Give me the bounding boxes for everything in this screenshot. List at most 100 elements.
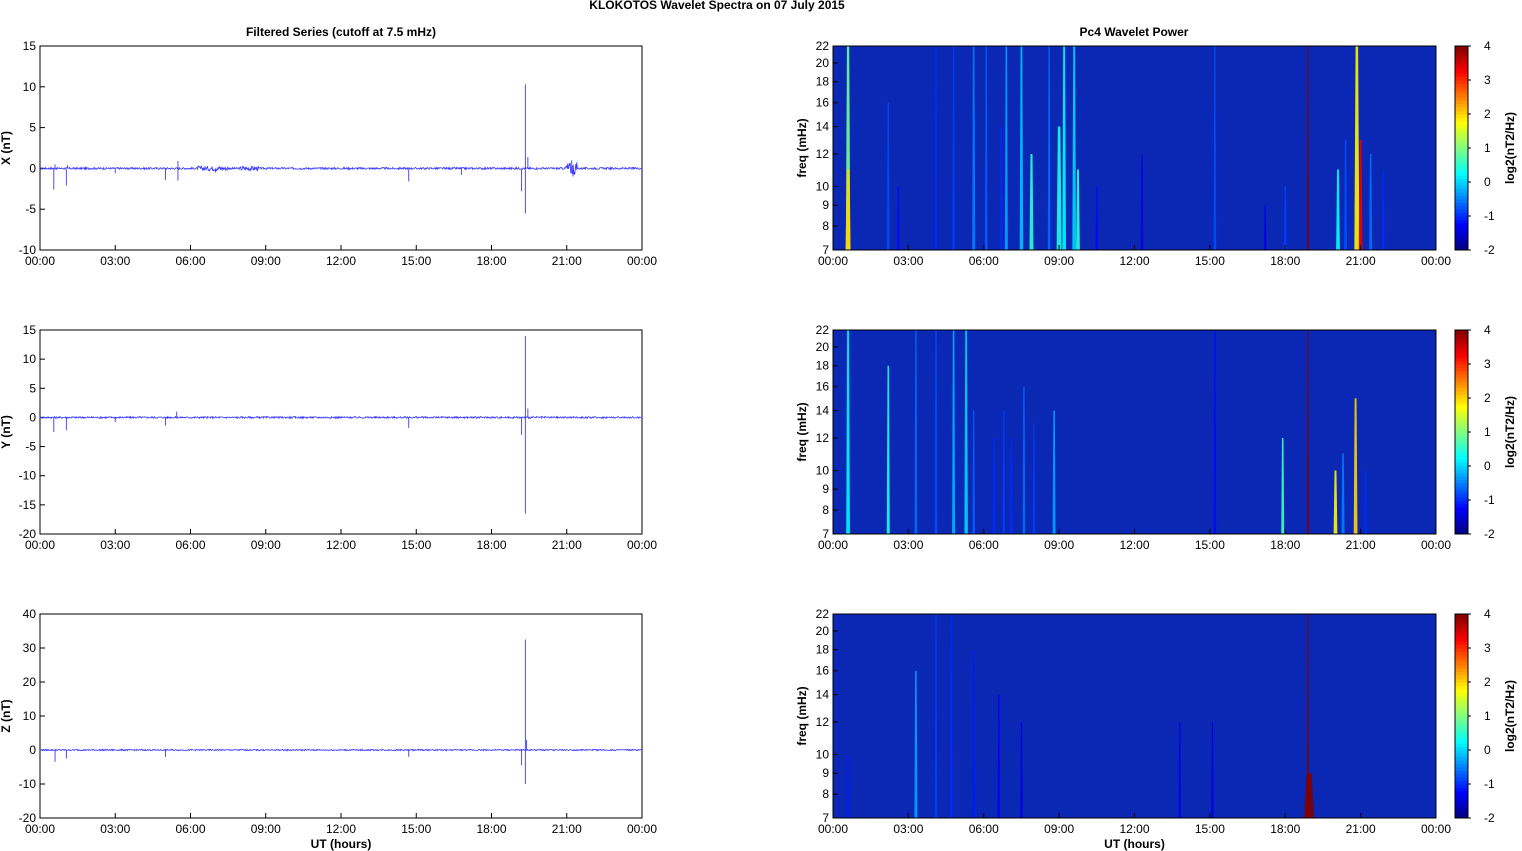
series-x-xtick-label: 21:00 — [552, 254, 582, 268]
series-x-ytick-label: -5 — [25, 202, 36, 216]
spectrum-x-colorbar-tick-label: 2 — [1484, 107, 1491, 121]
spectrum-z-colorbar-segment — [1455, 692, 1468, 697]
spectrum-z-colorbar-segment — [1455, 682, 1468, 686]
series-x-ylabel: X (nT) — [0, 131, 13, 165]
spectrum-x-colorbar-segment — [1455, 226, 1468, 231]
series-y-xtick-label: 03:00 — [100, 538, 130, 552]
spectrum-y-colorbar-segment — [1455, 503, 1468, 508]
spectrum-z-ylabel: freq (mHz) — [795, 686, 809, 745]
spectrum-y-colorbar-segment — [1455, 520, 1468, 525]
spectrum-x-streak — [845, 169, 851, 250]
spectrum-y-colorbar-segment — [1455, 432, 1468, 436]
spectrum-z-ytick-label: 18 — [816, 643, 830, 657]
spectrum-x-colorbar-tick-label: -2 — [1484, 243, 1495, 257]
spectrum-x-ylabel: freq (mHz) — [795, 118, 809, 177]
spectrum-x-colorbar-segment — [1455, 144, 1468, 149]
spectrum-x-colorbar-segment — [1455, 236, 1468, 241]
spectrum-z-colorbar-segment — [1455, 634, 1468, 639]
spectrum-y-colorbar-segment — [1455, 374, 1468, 379]
spectrum-x-streak — [1004, 46, 1008, 250]
spectrum-y-streak — [1022, 386, 1026, 534]
spectrum-y-xtick-label: 06:00 — [969, 538, 999, 552]
spectrum-z-ytick-label: 20 — [816, 624, 830, 638]
spectrum-y-colorbar-segment — [1455, 435, 1468, 440]
spectrum-z-colorbar-tick-label: 2 — [1484, 675, 1491, 689]
spectrum-z-colorbar-tick-label: -2 — [1484, 811, 1495, 825]
spectrum-y-colorbar-tick-label: 2 — [1484, 391, 1491, 405]
spectrum-y-colorbar-segment — [1455, 357, 1468, 362]
series-z-xtick-label: 00:00 — [627, 822, 657, 836]
spectrum-z-colorbar-segment — [1455, 654, 1468, 659]
spectrum-z-colorbar-segment — [1455, 770, 1468, 775]
spectrum-z-ytick-label: 16 — [816, 664, 830, 678]
spectrum-x-ytick-label: 18 — [816, 75, 830, 89]
spectrum-z-ytick-label: 7 — [822, 811, 829, 825]
spectrum-y-colorbar-segment — [1455, 384, 1468, 389]
spectrum-x-colorbar-segment — [1455, 205, 1468, 210]
spectrum-y-colorbar-segment — [1455, 377, 1468, 382]
spectrum-z-colorbar-label: log2(nT2/Hz) — [1503, 680, 1517, 752]
series-x-trace — [39, 162, 643, 175]
spectrum-y-colorbar-segment — [1455, 455, 1468, 460]
spectrum-z-colorbar-segment — [1455, 767, 1468, 771]
spectrum-x-streak — [1354, 46, 1360, 250]
spectrum-z-colorbar-segment — [1455, 722, 1468, 727]
spectrum-x-streak — [1056, 126, 1062, 250]
spectrum-z-colorbar-segment — [1455, 750, 1468, 754]
spectrum-y-xtick-label: 12:00 — [1119, 538, 1149, 552]
spectrum-x-colorbar-segment — [1455, 83, 1468, 88]
spectrum-y-colorbar-segment — [1455, 364, 1468, 368]
series-y-ytick-label: -10 — [19, 469, 37, 483]
spectrum-y-colorbar-segment — [1455, 330, 1468, 334]
spectrum-y-streak — [972, 410, 975, 534]
spectrum-y-colorbar-segment — [1455, 500, 1468, 504]
spectrum-x-colorbar-segment — [1455, 93, 1468, 98]
spectrum-z-colorbar-segment — [1455, 709, 1468, 714]
spectrum-y-streak — [1281, 437, 1285, 534]
series-x-xtick-label: 15:00 — [401, 254, 431, 268]
spectrum-z-ytick-label: 12 — [816, 715, 830, 729]
series-z-ytick-label: 20 — [23, 675, 37, 689]
spectrum-y-ytick-label: 9 — [822, 482, 829, 496]
spectrum-z-colorbar-segment — [1455, 804, 1468, 809]
spectrum-z-colorbar-segment — [1455, 678, 1468, 683]
spectrum-x-colorbar-segment — [1455, 158, 1468, 163]
spectrum-y-streak — [1306, 330, 1309, 534]
spectrum-x-colorbar-segment — [1455, 171, 1468, 176]
series-y-xtick-label: 09:00 — [251, 538, 281, 552]
spectrum-z-colorbar-segment — [1455, 637, 1468, 642]
spectrum-y-ytick-label: 10 — [816, 463, 830, 477]
spectrum-x-xtick-label: 06:00 — [969, 254, 999, 268]
spectrum-y-colorbar-segment — [1455, 476, 1468, 481]
spectrum-x-colorbar-segment — [1455, 151, 1468, 156]
spectrum-y-ytick-label: 18 — [816, 359, 830, 373]
spectrum-x-colorbar-segment — [1455, 52, 1468, 57]
spectrum-z-colorbar-segment — [1455, 699, 1468, 703]
series-x-plot-area — [39, 45, 643, 251]
spectrum-z-streak — [1304, 773, 1315, 818]
spectrum-z-colorbar-segment — [1455, 651, 1468, 656]
series-z-trace — [39, 748, 643, 752]
spectrum-x-streak — [1047, 46, 1051, 250]
spectrum-z-xtick-label: 18:00 — [1270, 822, 1300, 836]
spectrum-y-colorbar-segment — [1455, 445, 1468, 450]
series-y-plot-area — [39, 329, 643, 535]
spectrum-z-colorbar-segment — [1455, 685, 1468, 690]
spectrum-x-colorbar-segment — [1455, 131, 1468, 135]
spectrum-x-streak — [1029, 153, 1034, 250]
spectrum-z-colorbar-segment — [1455, 716, 1468, 720]
spectrum-z-colorbar-segment — [1455, 797, 1468, 802]
spectrum-y-streak — [886, 365, 890, 534]
series-y-xtick-label: 21:00 — [552, 538, 582, 552]
spectrum-y-colorbar-segment — [1455, 510, 1468, 515]
spectrum-z-xtick-label: 09:00 — [1044, 822, 1074, 836]
spectrum-z-colorbar-segment — [1455, 729, 1468, 734]
series-y-ytick-label: 5 — [29, 381, 36, 395]
spectrum-x-colorbar-segment — [1455, 154, 1468, 159]
spectrum-z-colorbar-segment — [1455, 811, 1468, 816]
spectrum-x-streak — [1369, 153, 1373, 250]
spectrum-x-colorbar-segment — [1455, 175, 1468, 180]
spectrum-x-colorbar-segment — [1455, 219, 1468, 224]
